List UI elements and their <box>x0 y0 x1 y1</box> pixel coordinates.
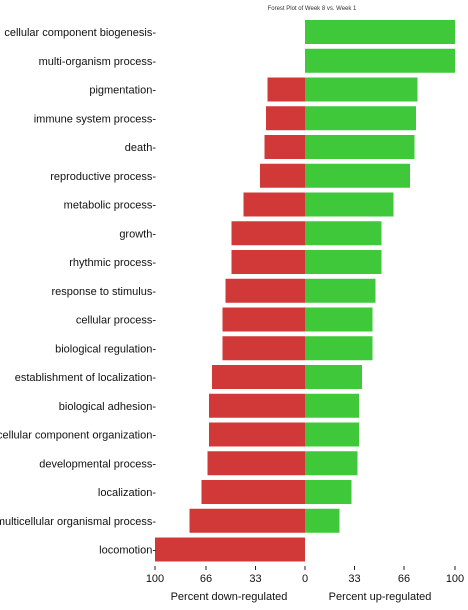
x-tick-label: 100 <box>446 573 464 585</box>
category-label: biological adhesion- <box>59 401 157 413</box>
bar-up-cellular-process <box>305 307 373 332</box>
category-label: cellular process- <box>76 315 156 327</box>
bar-up-biological-adhesion <box>305 393 359 418</box>
bar-up-establishment-of-localization <box>305 365 362 389</box>
category-label: death- <box>125 142 157 154</box>
x-axis-title-left: Percent down-regulated <box>171 591 288 603</box>
category-label: cellular component biogenesis- <box>4 27 156 39</box>
category-label: biological regulation- <box>55 343 156 355</box>
category-labels: cellular component biogenesis-multi-orga… <box>0 27 156 557</box>
bar-down-developmental-process <box>207 451 305 476</box>
category-label: reproductive process- <box>50 171 156 183</box>
x-axis-title-right: Percent up-regulated <box>329 591 432 603</box>
bar-up-immune-system-process <box>305 106 416 131</box>
bar-down-localization <box>201 480 305 504</box>
bar-down-reproductive-process <box>260 163 305 188</box>
x-tick-label: 33 <box>348 573 360 585</box>
bar-up-biological-regulation <box>305 336 373 361</box>
bar-down-locomotion <box>155 537 305 562</box>
bar-up-cellular-component-organization <box>305 422 359 447</box>
bar-up-pigmentation <box>305 77 418 102</box>
category-label: localization- <box>98 487 156 499</box>
bar-down-response-to-stimulus <box>225 278 305 303</box>
bar-up-localization <box>305 480 352 504</box>
category-label: immune system process- <box>34 113 157 125</box>
category-label: establishment of localization- <box>15 372 157 384</box>
category-label: cellular component organization- <box>0 430 156 442</box>
bar-down-multicellular-organismal-process <box>189 508 305 533</box>
category-label: multi-organism process- <box>39 56 157 68</box>
chart-title: Forest Plot of Week 8 vs. Week 1 <box>268 6 357 12</box>
bar-down-cellular-component-organization <box>209 422 305 447</box>
category-label: metabolic process- <box>64 200 157 212</box>
bar-down-pigmentation <box>267 77 305 102</box>
bar-down-metabolic-process <box>243 192 305 217</box>
bar-down-death <box>264 135 305 159</box>
bar-up-growth <box>305 221 382 246</box>
bar-up-cellular-component-biogenesis <box>305 20 455 44</box>
category-label: response to stimulus- <box>51 286 156 298</box>
x-tick-labels: 100 66 33 0 33 66 100 <box>146 566 464 585</box>
bar-down-biological-adhesion <box>209 393 305 418</box>
bar-down-rhythmic-process <box>231 250 305 274</box>
x-tick-label: 33 <box>249 573 261 585</box>
bars-group <box>155 20 455 562</box>
category-label: pigmentation- <box>89 85 156 97</box>
bar-down-establishment-of-localization <box>212 365 305 389</box>
x-tick-label: 0 <box>302 573 308 585</box>
bar-up-metabolic-process <box>305 192 394 217</box>
category-label: locomotion- <box>99 545 156 557</box>
bar-up-rhythmic-process <box>305 250 382 274</box>
x-tick-label: 66 <box>398 573 410 585</box>
bar-down-biological-regulation <box>222 336 305 361</box>
category-label: growth- <box>119 228 156 240</box>
bar-up-response-to-stimulus <box>305 278 376 303</box>
x-tick-label: 100 <box>146 573 164 585</box>
bar-down-cellular-process <box>222 307 305 332</box>
bar-up-multicellular-organismal-process <box>305 508 340 533</box>
category-label: developmental process- <box>39 458 156 470</box>
bar-up-reproductive-process <box>305 163 410 188</box>
bar-up-multi-organism-process <box>305 48 455 73</box>
bar-down-immune-system-process <box>266 106 305 131</box>
category-label: multicellular organismal process- <box>0 516 156 528</box>
category-label: rhythmic process- <box>69 257 156 269</box>
x-tick-label: 66 <box>200 573 212 585</box>
bar-down-growth <box>231 221 305 246</box>
bar-up-death <box>305 135 415 159</box>
bar-up-developmental-process <box>305 451 358 476</box>
